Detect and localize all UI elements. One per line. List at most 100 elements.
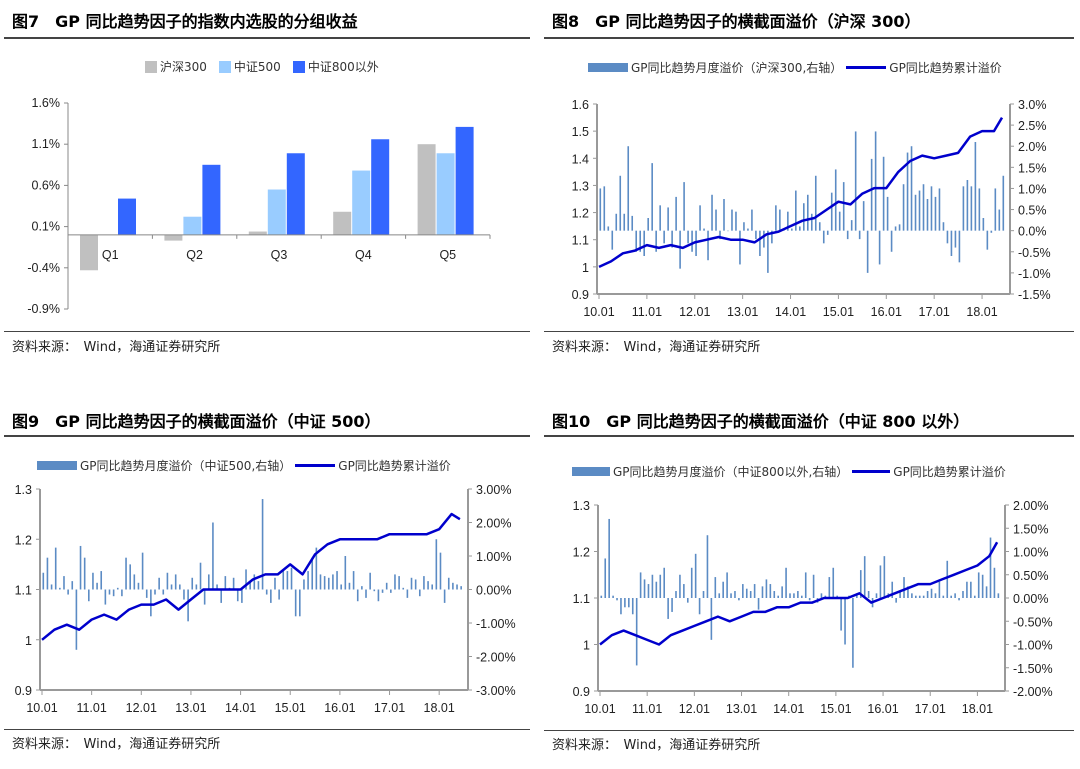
monthly-bar [899, 591, 901, 598]
monthly-bar [686, 598, 689, 603]
source-text: Wind，海通证券研究所 [623, 340, 761, 355]
monthly-bar [806, 194, 809, 231]
monthly-bar [751, 209, 753, 231]
monthly-bar [92, 572, 94, 590]
monthly-bar [377, 589, 380, 602]
x-tick-label: 16.01 [871, 305, 902, 319]
monthly-bar [620, 598, 622, 615]
monthly-bar [278, 589, 280, 600]
legend-label: 中证800以外 [307, 60, 379, 74]
monthly-bar [365, 589, 367, 598]
monthly-bar [224, 576, 227, 590]
x-tick-label: 18.01 [962, 702, 993, 716]
monthly-bar [950, 595, 952, 598]
monthly-bar [323, 576, 326, 590]
monthly-bar [785, 567, 787, 598]
monthly-bar [773, 591, 776, 598]
right-tick-label: 0.5% [1018, 204, 1047, 218]
monthly-bar [639, 230, 642, 252]
monthly-bar [319, 574, 322, 590]
right-tick-label: 1.5% [1018, 161, 1047, 175]
left-tick-label: 1.6 [572, 98, 589, 112]
monthly-bar [659, 574, 662, 598]
monthly-bar [671, 230, 673, 248]
monthly-bar [958, 230, 961, 263]
monthly-bar [907, 586, 909, 598]
left-tick-label: 1.2 [15, 533, 32, 547]
monthly-bar [878, 230, 881, 265]
monthly-bar [286, 571, 289, 590]
monthly-bar [934, 196, 937, 231]
monthly-bar [828, 577, 831, 598]
monthly-bar [418, 589, 421, 597]
monthly-bar [261, 499, 264, 590]
x-tick-label: 14.01 [225, 701, 256, 715]
monthly-bar [203, 589, 206, 605]
left-tick-label: 1 [25, 634, 32, 648]
monthly-bar [738, 598, 740, 601]
bar-Q2-0 [164, 234, 183, 241]
legend-label: GP同比趋势月度溢价（中证800以外,右轴） [613, 465, 849, 479]
monthly-bar [79, 545, 82, 590]
chart-title: 图7 GP 同比趋势因子的指数内选股的分组收益 [12, 12, 358, 31]
monthly-bar [604, 558, 607, 598]
monthly-bar [294, 589, 297, 617]
x-tick-label: 11.01 [632, 305, 662, 319]
x-tick-label: 10.01 [583, 305, 614, 319]
legend: GP同比趋势月度溢价（沪深300,右轴） GP同比趋势累计溢价 [588, 59, 1002, 76]
bar-Q2-1 [183, 216, 202, 235]
monthly-bar [635, 598, 638, 666]
monthly-bar [739, 230, 741, 265]
left-tick-label: 1.1 [572, 234, 589, 248]
legend-swatch [588, 63, 628, 72]
divider [4, 435, 530, 437]
monthly-bar [730, 593, 732, 598]
x-tick-label: 13.01 [175, 701, 206, 715]
left-tick-label: 1.4 [572, 152, 589, 166]
monthly-bar [985, 586, 988, 598]
legend-label: GP同比趋势累计溢价 [893, 465, 1006, 479]
monthly-bar [757, 598, 760, 610]
monthly-bar [253, 574, 256, 590]
figure-7: 图7 GP 同比趋势因子的指数内选股的分组收益 沪深300 中证500 中证80… [0, 0, 535, 360]
monthly-bar [977, 572, 980, 598]
combo-chart: 1.3 1.2 1.1 1 0.9 2.00% 1.50% 1.00% 0.50% 0.00% -0… [573, 499, 1053, 716]
x-tick-label: 15.01 [820, 702, 851, 716]
monthly-bar [723, 199, 725, 231]
right-tick-label: -1.0% [1018, 267, 1051, 281]
monthly-bar [607, 226, 610, 231]
x-tick-label: 18.01 [424, 701, 455, 715]
monthly-bar [647, 584, 650, 598]
right-tick-label: 1.0% [1018, 182, 1047, 196]
monthly-bar [789, 593, 791, 598]
monthly-bar [643, 230, 645, 256]
monthly-bar [249, 581, 251, 590]
left-tick-label: 1.5 [572, 125, 589, 139]
monthly-bar [993, 567, 996, 598]
monthly-bar [137, 582, 140, 590]
monthly-bar [706, 535, 709, 598]
x-tick-label: Q5 [439, 248, 456, 262]
monthly-bar [145, 589, 148, 598]
monthly-bar [844, 598, 846, 645]
monthly-bar [970, 581, 972, 598]
right-tick-label: 1.00% [476, 550, 511, 564]
bar-Q4-2 [371, 139, 390, 235]
monthly-bar [731, 209, 733, 231]
monthly-bar [628, 598, 630, 608]
monthly-bar [315, 547, 318, 590]
bar-Q1-2 [118, 198, 136, 235]
monthly-bar [631, 598, 634, 615]
legend-swatch [846, 66, 887, 69]
monthly-bar [759, 230, 761, 256]
divider [544, 37, 1074, 39]
monthly-bar [690, 567, 693, 598]
monthly-bar [801, 595, 803, 598]
monthly-bar [162, 589, 165, 595]
y-tick-label: 1.1% [32, 137, 61, 151]
monthly-bar [207, 574, 210, 590]
monthly-bar [612, 595, 614, 598]
monthly-bar [781, 586, 783, 598]
monthly-bar [898, 224, 901, 231]
right-tick-label: -0.5% [1018, 246, 1051, 260]
